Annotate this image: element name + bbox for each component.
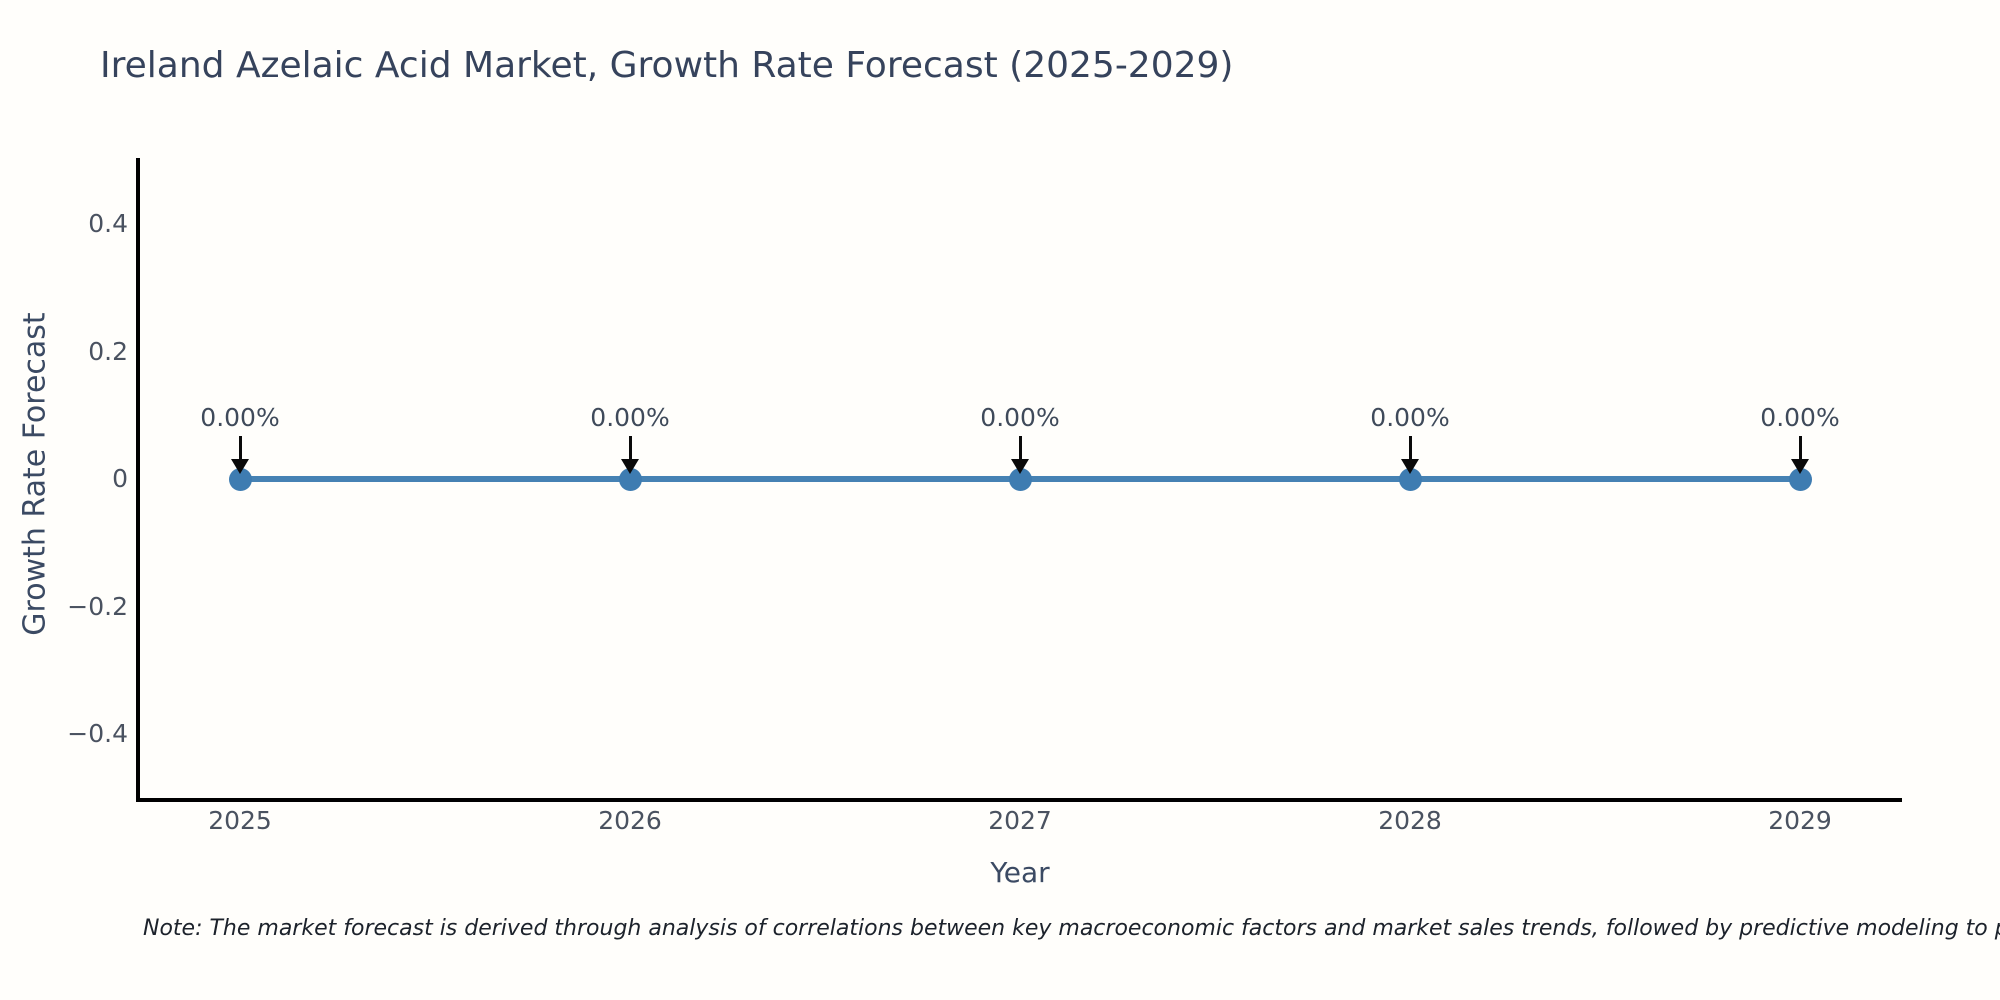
annotation-arrow-head-icon — [621, 459, 639, 474]
annotation-arrow-stem — [628, 436, 632, 461]
x-tick-label: 2028 — [1378, 806, 1442, 835]
x-tick-label: 2026 — [598, 806, 662, 835]
x-tick-label: 2025 — [208, 806, 272, 835]
footnote: Note: The market forecast is derived thr… — [143, 916, 2000, 941]
y-axis-spine — [136, 158, 140, 802]
y-tick-label: 0 — [112, 464, 128, 493]
y-tick-label: 0.2 — [88, 336, 128, 366]
annotation-arrow-stem — [238, 436, 242, 461]
x-tick-label: 2029 — [1768, 806, 1832, 835]
point-value-label: 0.00% — [1370, 403, 1450, 432]
x-tick-label: 2027 — [988, 806, 1052, 835]
annotation-arrow-stem — [1408, 436, 1412, 461]
annotation-arrow-head-icon — [231, 459, 249, 474]
y-tick-label: −0.4 — [67, 719, 128, 748]
x-axis-spine — [136, 798, 1902, 802]
x-axis-label: Year — [990, 856, 1050, 889]
point-value-label: 0.00% — [590, 403, 670, 432]
annotation-arrow-head-icon — [1791, 459, 1809, 474]
y-tick-label: −0.2 — [67, 591, 128, 621]
chart-title: Ireland Azelaic Acid Market, Growth Rate… — [100, 45, 1234, 86]
annotation-arrow-stem — [1798, 436, 1802, 461]
annotation-arrow-stem — [1018, 436, 1022, 461]
point-value-label: 0.00% — [200, 403, 280, 432]
point-value-label: 0.00% — [1760, 403, 1840, 432]
y-tick-label: 0.4 — [88, 209, 128, 238]
point-value-label: 0.00% — [980, 403, 1060, 432]
annotation-arrow-head-icon — [1011, 459, 1029, 474]
annotation-arrow-head-icon — [1401, 459, 1419, 474]
